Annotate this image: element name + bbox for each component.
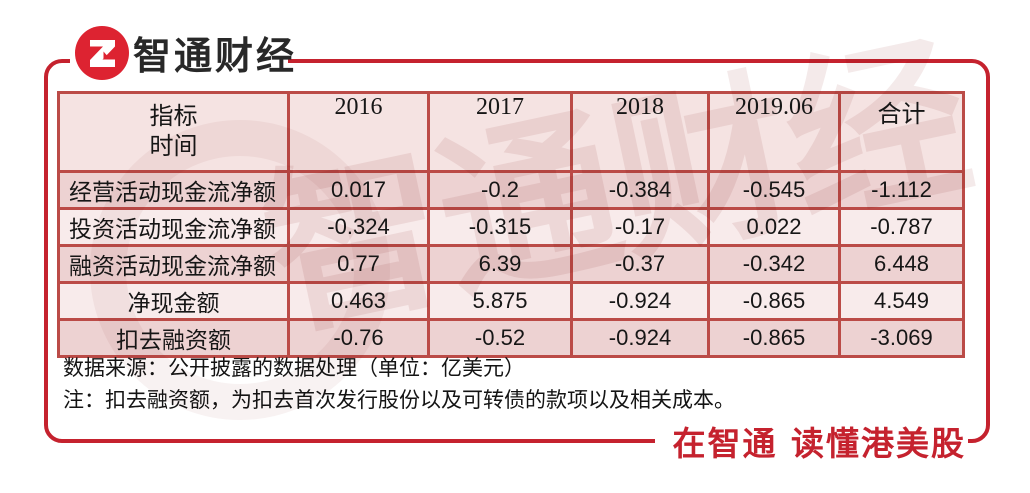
zhitong-z-icon (75, 26, 129, 80)
table-cell: 6.39 (427, 244, 573, 284)
row-label: 净现金额 (57, 281, 290, 321)
table-row: 投资活动现金流净额 -0.324 -0.315 -0.17 0.022 -0.7… (57, 207, 965, 247)
row-label: 扣去融资额 (57, 318, 290, 358)
footnote: 注：扣去融资额，为扣去首次发行股份以及可转债的款项以及相关成本。 (63, 388, 735, 412)
table-row: 净现金额 0.463 5.875 -0.924 -0.865 4.549 (57, 281, 965, 321)
table-cell: 4.549 (838, 281, 965, 321)
table-row: 融资活动现金流净额 0.77 6.39 -0.37 -0.342 6.448 (57, 244, 965, 284)
column-header-2018: 2018 (570, 91, 710, 173)
column-header-2019-06: 2019.06 (707, 91, 841, 173)
table-row: 经营活动现金流净额 0.017 -0.2 -0.384 -0.545 -1.11… (57, 170, 965, 210)
table-cell: -0.37 (570, 244, 710, 284)
zhitong-logo-icon (75, 26, 129, 80)
row-label: 经营活动现金流净额 (57, 170, 290, 210)
corner-header-cell: 指标 时间 (57, 91, 290, 173)
table-cell: 0.77 (287, 244, 430, 284)
data-source-note: 数据来源：公开披露的数据处理（单位：亿美元） (63, 356, 525, 380)
table-cell: -0.76 (287, 318, 430, 358)
corner-header-top: 指标 (149, 104, 198, 130)
column-header-2017: 2017 (427, 91, 573, 173)
table-cell: -0.545 (707, 170, 841, 210)
table-cell: -0.324 (287, 207, 430, 247)
table-cell: -0.384 (570, 170, 710, 210)
table-cell: -0.924 (570, 281, 710, 321)
row-label: 融资活动现金流净额 (57, 244, 290, 284)
table-cell: 0.463 (287, 281, 430, 321)
table-cell: -0.787 (838, 207, 965, 247)
table-cell: -0.315 (427, 207, 573, 247)
table-cell: 5.875 (427, 281, 573, 321)
corner-header-bottom: 时间 (149, 134, 198, 160)
row-label: 投资活动现金流净额 (57, 207, 290, 247)
brand-slogan: 在智通 读懂港美股 (672, 424, 966, 463)
table-cell: 0.017 (287, 170, 430, 210)
table-cell: 6.448 (838, 244, 965, 284)
decorative-frame (44, 59, 990, 443)
table-cell: -0.52 (427, 318, 573, 358)
table-row: 扣去融资额 -0.76 -0.52 -0.924 -0.865 -3.069 (57, 318, 965, 358)
table-cell: -0.17 (570, 207, 710, 247)
cashflow-table: 指标 时间 2016 2017 2018 2019.06 合计 经营活动现金流净… (57, 91, 965, 358)
table-cell: -3.069 (838, 318, 965, 358)
table-cell: -0.2 (427, 170, 573, 210)
frame-gap-slogan (655, 425, 968, 449)
column-header-2016: 2016 (287, 91, 430, 173)
table-cell: -0.342 (707, 244, 841, 284)
table-cell: -0.865 (707, 318, 841, 358)
table-cell: -0.865 (707, 281, 841, 321)
table-cell: -1.112 (838, 170, 965, 210)
brand-title: 智通财经 (133, 34, 298, 78)
table-cell: -0.924 (570, 318, 710, 358)
table-header-row: 指标 时间 2016 2017 2018 2019.06 合计 (57, 91, 965, 173)
table-cell: 0.022 (707, 207, 841, 247)
column-header-total: 合计 (838, 91, 965, 173)
